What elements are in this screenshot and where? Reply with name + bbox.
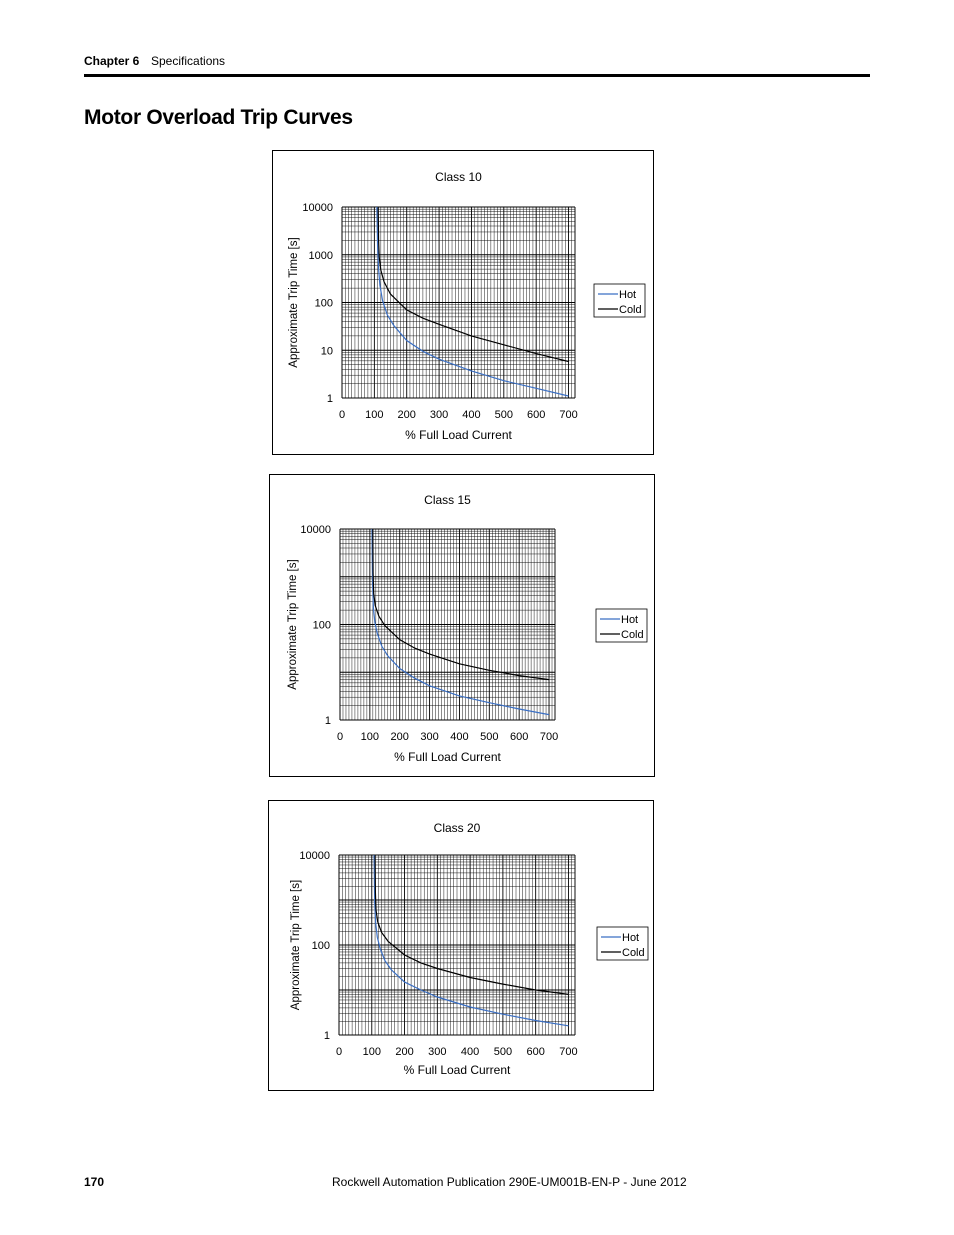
chart-class-20: 0 100 200 300 400 500 600 700 1 100 10000 Class 20%… xyxy=(268,800,654,1091)
series-line-hot xyxy=(373,855,569,1027)
x-tick-label: 500 xyxy=(494,1046,512,1058)
series-line-cold xyxy=(372,529,550,681)
y-tick-label: 100 xyxy=(315,298,333,310)
legend-label-hot: Hot xyxy=(619,289,636,301)
x-tick-label: 300 xyxy=(430,409,448,421)
legend-label-hot: Hot xyxy=(621,614,638,626)
y-tick-label: 10000 xyxy=(299,850,330,862)
page-title: Motor Overload Trip Curves xyxy=(84,106,353,129)
grid xyxy=(342,206,576,399)
y-tick-label: 10000 xyxy=(302,202,333,214)
series-line-hot xyxy=(371,529,550,716)
y-tick-label: 10000 xyxy=(300,524,331,536)
x-tick-label: 500 xyxy=(480,731,498,743)
x-tick-label: 600 xyxy=(526,1046,544,1058)
x-tick-label: 0 xyxy=(337,731,343,743)
x-tick-label: 500 xyxy=(495,409,513,421)
series-line-cold xyxy=(377,207,569,363)
legend-box xyxy=(595,608,648,643)
x-tick-label: 300 xyxy=(420,731,438,743)
legend-label-cold: Cold xyxy=(622,947,645,959)
grid xyxy=(340,528,556,721)
legend-box xyxy=(596,926,649,961)
y-tick-label: 1000 xyxy=(309,250,333,262)
series-line-cold xyxy=(374,855,569,995)
x-tick-label: 600 xyxy=(510,731,528,743)
x-tick-label: 200 xyxy=(395,1046,413,1058)
x-tick-label: 400 xyxy=(462,409,480,421)
header-rule xyxy=(84,74,870,77)
x-tick-label: 700 xyxy=(540,731,558,743)
y-tick-label: 100 xyxy=(312,940,330,952)
legend-box xyxy=(593,283,646,318)
y-axis-label: Approximate Trip Time [s] xyxy=(287,559,299,689)
x-tick-label: 100 xyxy=(361,731,379,743)
chart-svg: 0 100 200 300 400 500 600 700 1 10 100 1000 10000 Cla… xyxy=(288,170,646,442)
footer-page-number: 170 xyxy=(84,1175,105,1189)
y-tick-label: 10 xyxy=(321,345,333,357)
y-tick-label: 1 xyxy=(325,715,331,727)
x-tick-label: 200 xyxy=(398,409,416,421)
legend: Hot Cold xyxy=(595,608,648,643)
header-section: Specifications xyxy=(151,54,226,68)
x-axis-label: % Full Load Current xyxy=(404,1063,511,1077)
y-tick-label: 1 xyxy=(327,393,333,405)
chart-class-15: 0 100 200 300 400 500 600 700 1 100 10000 Class 15%… xyxy=(269,474,655,777)
x-tick-label: 300 xyxy=(428,1046,446,1058)
legend-label-hot: Hot xyxy=(622,932,639,944)
y-tick-label: 1 xyxy=(324,1030,330,1042)
footer-publication: Rockwell Automation Publication 290E-UM0… xyxy=(332,1175,687,1189)
x-tick-label: 600 xyxy=(527,409,545,421)
x-tick-label: 400 xyxy=(450,731,468,743)
y-axis-label: Approximate Trip Time [s] xyxy=(288,237,300,367)
chart-svg: 0 100 200 300 400 500 600 700 1 100 10000 Class 20%… xyxy=(290,821,649,1077)
chart-class-10: 0 100 200 300 400 500 600 700 1 10 100 1000 10000 Cla… xyxy=(272,150,654,455)
series-line-hot xyxy=(376,207,569,397)
x-tick-label: 0 xyxy=(339,409,345,421)
y-axis-label: Approximate Trip Time [s] xyxy=(290,880,302,1010)
x-tick-label: 400 xyxy=(461,1046,479,1058)
chart-svg: 0 100 200 300 400 500 600 700 1 100 10000 Class 15%… xyxy=(287,493,648,764)
chart-title: Class 10 xyxy=(435,170,482,184)
legend: Hot Cold xyxy=(593,283,646,318)
chart-title: Class 20 xyxy=(434,821,481,835)
x-axis-label: % Full Load Current xyxy=(405,428,512,442)
x-tick-label: 200 xyxy=(391,731,409,743)
x-tick-label: 100 xyxy=(363,1046,381,1058)
x-tick-label: 0 xyxy=(336,1046,342,1058)
legend: Hot Cold xyxy=(596,926,649,961)
header-chapter: Chapter 6 xyxy=(84,54,140,68)
x-tick-label: 100 xyxy=(365,409,383,421)
y-tick-label: 100 xyxy=(313,620,331,632)
x-tick-label: 700 xyxy=(559,409,577,421)
legend-label-cold: Cold xyxy=(619,304,642,316)
legend-label-cold: Cold xyxy=(621,629,644,641)
x-axis-label: % Full Load Current xyxy=(394,750,501,764)
x-tick-label: 700 xyxy=(559,1046,577,1058)
chart-title: Class 15 xyxy=(424,493,471,507)
